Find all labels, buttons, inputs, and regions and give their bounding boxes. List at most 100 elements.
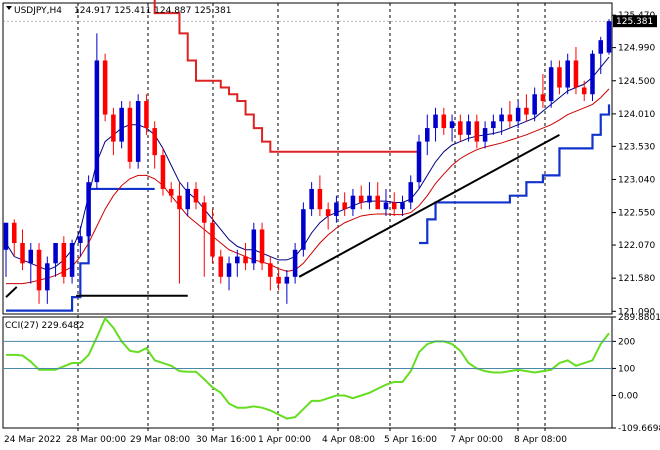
candle-body: [251, 229, 257, 264]
channel-bottom-line: [6, 104, 611, 312]
candle-body: [358, 195, 364, 203]
candle-body: [268, 263, 273, 277]
candle: [78, 226, 83, 257]
candle-body: [284, 276, 290, 284]
candle-body: [590, 53, 595, 95]
candle: [127, 101, 133, 169]
candle: [383, 188, 389, 216]
candle: [342, 192, 347, 216]
candle-body: [532, 94, 537, 115]
candle-body: [408, 182, 414, 203]
candle: [325, 202, 331, 230]
candle: [350, 188, 356, 216]
candle: [334, 195, 339, 223]
candle-body: [135, 101, 141, 162]
candle-body: [69, 243, 75, 277]
candle-body: [383, 202, 389, 210]
candle: [243, 243, 248, 271]
candle-body: [94, 60, 100, 183]
x-tick-label: 24 Mar 2022: [4, 435, 61, 445]
candle-body: [36, 249, 42, 291]
candle-body: [61, 243, 67, 277]
chart-symbol-header: USDJPY,H4: [14, 6, 62, 16]
y-tick-label: 123.530: [618, 142, 655, 152]
candle: [201, 195, 207, 277]
collapse-triangle-icon: [6, 6, 12, 10]
candle: [168, 182, 174, 203]
candle-body: [185, 188, 190, 210]
candle: [185, 182, 190, 216]
candle: [119, 101, 124, 149]
candle: [259, 222, 265, 271]
x-tick-label: 28 Mar 00:00: [66, 435, 126, 445]
y-tick-label: 121.580: [618, 274, 655, 284]
candle-body: [276, 276, 281, 284]
candle: [400, 195, 405, 216]
candle-body: [111, 114, 116, 142]
slow-moving-average-line: [6, 88, 610, 285]
candle: [20, 229, 25, 271]
candle: [358, 185, 364, 210]
candle: [235, 249, 240, 277]
channel-top-line: [153, 0, 420, 153]
candle: [507, 101, 513, 129]
candle-body: [201, 202, 207, 223]
chart-ohlc-readout: 124.917 125.411 124.887 125.381: [74, 6, 231, 16]
candle: [606, 19, 612, 55]
cci-tick-label: 200: [618, 337, 635, 347]
candle-body: [243, 256, 248, 264]
y-tick-label: 124.010: [618, 110, 655, 120]
y-tick-label: 122.070: [618, 241, 655, 251]
candle-body: [499, 114, 504, 122]
candle: [482, 121, 488, 149]
x-tick-label: 1 Apr 00:00: [258, 435, 311, 445]
candle-body: [449, 121, 455, 129]
candle-body: [53, 243, 58, 264]
candle: [425, 114, 430, 156]
candle-body: [177, 195, 182, 210]
x-tick-label: 4 Apr 08:00: [322, 435, 375, 445]
cci-line: [6, 316, 610, 420]
candle-body: [433, 114, 438, 129]
cci-panel-border: [2, 316, 613, 429]
candle: [152, 121, 157, 169]
candle: [301, 202, 306, 257]
candle: [499, 107, 504, 135]
x-tick-label: 30 Mar 16:00: [196, 435, 256, 445]
candle: [226, 256, 232, 291]
candle: [276, 270, 281, 291]
candle: [466, 114, 471, 142]
candle-body: [375, 195, 380, 210]
candle: [11, 219, 17, 257]
candle-body: [565, 60, 570, 88]
candle-body: [193, 188, 199, 203]
rising-trendline: [298, 133, 560, 278]
cci-tick-label: 0.00: [618, 392, 638, 402]
candle: [28, 243, 34, 284]
candle-body: [78, 236, 83, 244]
current-price-label: 125.381: [616, 17, 653, 27]
candle: [218, 249, 224, 284]
candle: [135, 94, 141, 169]
candle: [449, 114, 455, 142]
candle: [210, 209, 215, 264]
x-tick-label: 29 Mar 08:00: [130, 435, 190, 445]
current-price-tag: [613, 15, 657, 28]
candle: [317, 175, 323, 216]
candle: [581, 80, 587, 102]
candle: [408, 175, 414, 210]
candle: [177, 182, 182, 284]
candle-body: [491, 121, 496, 129]
candle: [45, 256, 50, 304]
candle: [598, 36, 604, 74]
candle: [111, 107, 116, 156]
candle-body: [144, 101, 149, 129]
candle-body: [482, 128, 488, 142]
candle: [268, 256, 273, 291]
candle-body: [350, 195, 356, 210]
y-tick-label: 122.550: [618, 209, 655, 219]
candle-body: [524, 107, 529, 115]
candle-body: [507, 114, 513, 122]
